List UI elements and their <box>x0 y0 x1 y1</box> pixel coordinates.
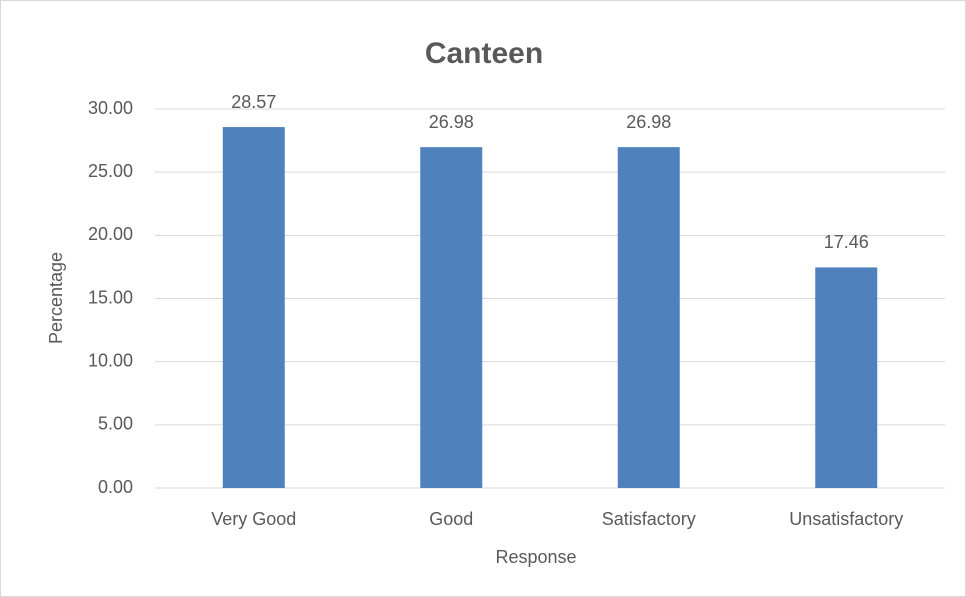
data-label: 17.46 <box>824 232 869 252</box>
y-tick-label: 20.00 <box>88 224 133 244</box>
y-axis-label: Percentage <box>46 252 66 344</box>
x-axis-label: Response <box>495 547 576 567</box>
bar <box>420 147 483 489</box>
y-tick-label: 30.00 <box>88 98 133 118</box>
bar <box>815 267 878 488</box>
bar <box>222 127 285 488</box>
data-label: 28.57 <box>231 92 276 112</box>
y-tick-label: 10.00 <box>88 350 133 370</box>
x-tick-label: Unsatisfactory <box>789 509 903 529</box>
data-label: 26.98 <box>626 112 671 132</box>
y-tick-label: 5.00 <box>98 414 133 434</box>
y-tick-label: 0.00 <box>98 477 133 497</box>
y-tick-label: 25.00 <box>88 161 133 181</box>
bar <box>617 147 680 489</box>
x-tick-label: Good <box>429 509 473 529</box>
x-tick-label: Very Good <box>211 509 296 529</box>
y-tick-label: 15.00 <box>88 287 133 307</box>
data-label: 26.98 <box>429 112 474 132</box>
x-tick-label: Satisfactory <box>602 509 696 529</box>
chart-title: Canteen <box>425 37 543 70</box>
